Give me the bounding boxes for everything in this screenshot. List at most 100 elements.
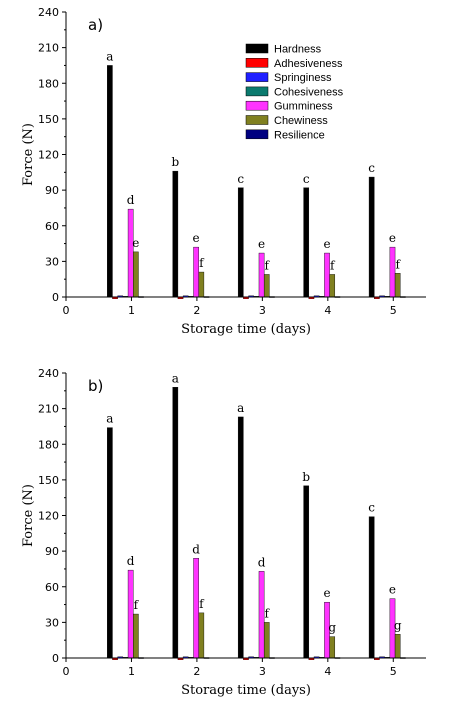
bar-hardness-day-1 xyxy=(107,427,113,659)
panel-label: a) xyxy=(88,16,103,34)
significance-label: e xyxy=(258,237,265,251)
y-tick-label: 120 xyxy=(38,510,59,523)
bar-chewiness-day-3 xyxy=(263,622,270,659)
significance-label: a xyxy=(106,49,113,63)
legend-label-chewiness: Chewiness xyxy=(274,115,328,127)
legend-label-resilience: Resilience xyxy=(274,129,325,141)
significance-label: e xyxy=(323,237,330,251)
x-tick-label: 5 xyxy=(390,304,397,317)
bar-chewiness-day-3 xyxy=(263,274,270,298)
y-tick-label: 120 xyxy=(38,149,59,162)
x-tick-label: 4 xyxy=(324,665,331,678)
significance-label: f xyxy=(199,256,205,270)
legend-label-gumminess: Gumminess xyxy=(274,101,333,113)
panel-label: b) xyxy=(88,377,103,395)
significance-label: a xyxy=(106,412,113,426)
significance-label: c xyxy=(368,161,375,175)
y-tick-label: 210 xyxy=(38,42,59,55)
y-tick-label: 240 xyxy=(38,367,59,380)
significance-label: d xyxy=(127,193,135,207)
legend-swatch-hardness xyxy=(245,43,269,54)
x-tick-label: 0 xyxy=(63,304,70,317)
y-tick-label: 210 xyxy=(38,403,59,416)
significance-label: d xyxy=(192,542,200,556)
significance-label: f xyxy=(265,258,271,272)
significance-label: f xyxy=(265,606,271,620)
x-tick-label: 5 xyxy=(390,665,397,678)
significance-label: c xyxy=(237,172,244,186)
bar-chewiness-day-4 xyxy=(329,636,336,659)
bar-gumminess-day-4 xyxy=(324,252,330,298)
significance-label: f xyxy=(395,257,401,271)
legend-label-hardness: Hardness xyxy=(274,44,322,56)
legend-label-springiness: Springiness xyxy=(274,72,332,84)
bar-hardness-day-3 xyxy=(237,187,244,298)
bar-chewiness-day-2 xyxy=(198,612,205,659)
significance-label: e xyxy=(132,236,139,250)
legend-label-cohesiveness: Cohesiveness xyxy=(274,86,344,98)
significance-label: e xyxy=(389,583,396,597)
y-tick-label: 30 xyxy=(45,255,59,268)
bar-gumminess-day-1 xyxy=(127,569,134,659)
bar-chewiness-day-5 xyxy=(394,634,401,659)
significance-label: a xyxy=(237,401,244,415)
x-tick-label: 2 xyxy=(193,665,200,678)
significance-label: d xyxy=(258,555,266,569)
significance-label: f xyxy=(134,598,140,612)
significance-label: g xyxy=(394,618,402,632)
bar-chewiness-day-2 xyxy=(198,271,205,298)
bar-hardness-day-2 xyxy=(172,170,179,298)
legend-swatch-chewiness xyxy=(245,115,269,125)
significance-label: c xyxy=(368,501,375,515)
x-tick-label: 4 xyxy=(324,304,331,317)
legend-swatch-cohesiveness xyxy=(245,86,269,97)
bar-chewiness-day-5 xyxy=(394,273,401,298)
y-tick-label: 240 xyxy=(38,6,59,19)
bar-hardness-day-3 xyxy=(237,416,244,659)
significance-label: g xyxy=(328,621,336,635)
legend: Hardness Adhesiveness Springiness Cohesiven… xyxy=(245,43,344,141)
significance-label: f xyxy=(330,258,336,272)
x-tick-label: 0 xyxy=(63,665,70,678)
x-tick-label: 2 xyxy=(193,304,200,317)
bar-hardness-day-4 xyxy=(303,187,310,298)
significance-label: e xyxy=(389,231,396,245)
bar-hardness-day-5 xyxy=(368,176,375,298)
legend-label-adhesiveness: Adhesiveness xyxy=(274,58,343,70)
significance-label: a xyxy=(172,371,179,385)
y-tick-label: 0 xyxy=(52,291,59,304)
y-axis-title: Force (N) xyxy=(21,484,36,547)
y-tick-label: 90 xyxy=(45,184,59,197)
legend-swatch-resilience xyxy=(245,129,269,140)
bar-gumminess-day-3 xyxy=(258,252,265,298)
bar-hardness-day-1 xyxy=(107,65,113,298)
significance-label: e xyxy=(323,586,330,600)
legend-swatch-gumminess xyxy=(245,100,269,111)
x-tick-label: 3 xyxy=(259,665,266,678)
bar-chewiness-day-1 xyxy=(133,251,139,298)
x-tick-label: 1 xyxy=(128,304,135,317)
legend-swatch-springiness xyxy=(245,72,269,82)
x-tick-label: 1 xyxy=(128,665,135,678)
significance-label: e xyxy=(193,231,200,245)
y-axis-title: Force (N) xyxy=(21,123,36,186)
bar-chewiness-day-4 xyxy=(329,274,336,298)
y-tick-label: 90 xyxy=(45,545,59,558)
bar-hardness-day-2 xyxy=(172,387,179,659)
bar-hardness-day-4 xyxy=(303,485,310,659)
bar-chewiness-day-1 xyxy=(133,613,139,659)
significance-label: b xyxy=(171,155,179,169)
bar-gumminess-day-5 xyxy=(389,246,396,298)
y-tick-label: 180 xyxy=(38,438,59,451)
significance-label: b xyxy=(302,470,310,484)
y-tick-label: 60 xyxy=(45,581,59,594)
y-tick-label: 180 xyxy=(38,77,59,90)
significance-label: f xyxy=(199,597,205,611)
x-tick-label: 3 xyxy=(259,304,266,317)
bar-hardness-day-5 xyxy=(368,516,375,659)
y-tick-label: 150 xyxy=(38,113,59,126)
bar-gumminess-day-1 xyxy=(127,208,134,298)
y-tick-label: 150 xyxy=(38,474,59,487)
